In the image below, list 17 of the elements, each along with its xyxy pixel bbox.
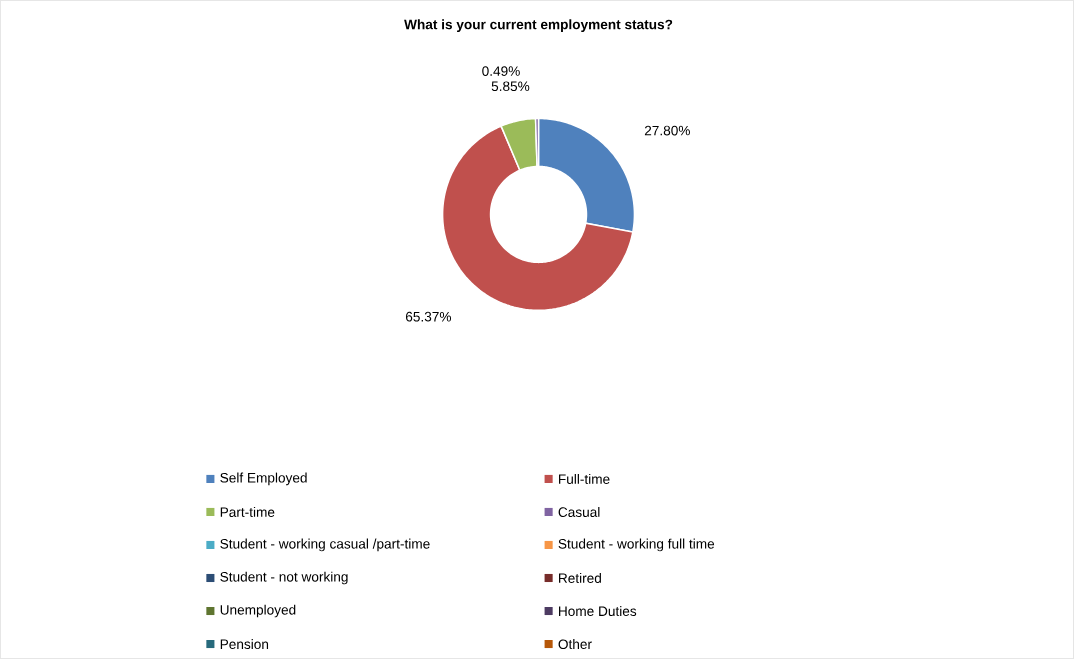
legend-label: Part-time xyxy=(220,506,275,517)
data-label: 0.49% xyxy=(482,66,520,76)
legend-label: Unemployed xyxy=(220,604,296,618)
legend-label: Student - working full time xyxy=(558,538,715,552)
legend-label: Pension xyxy=(220,639,269,649)
chart-title: What is your current employment status? xyxy=(404,19,673,32)
data-label: 27.80% xyxy=(644,125,690,136)
legend-label: Student - working casual /part-time xyxy=(220,538,430,552)
legend-label: Student - not working xyxy=(220,571,348,585)
data-label: 5.85% xyxy=(491,81,530,92)
legend-label: Other xyxy=(558,639,592,649)
legend-label: Casual xyxy=(558,506,600,517)
legend-label: Full-time xyxy=(559,473,610,484)
legend-label: Home Duties xyxy=(559,605,637,616)
legend-label: Retired xyxy=(559,572,601,583)
data-label: 65.37% xyxy=(405,311,452,322)
legend-label: Self Employed xyxy=(220,472,307,486)
